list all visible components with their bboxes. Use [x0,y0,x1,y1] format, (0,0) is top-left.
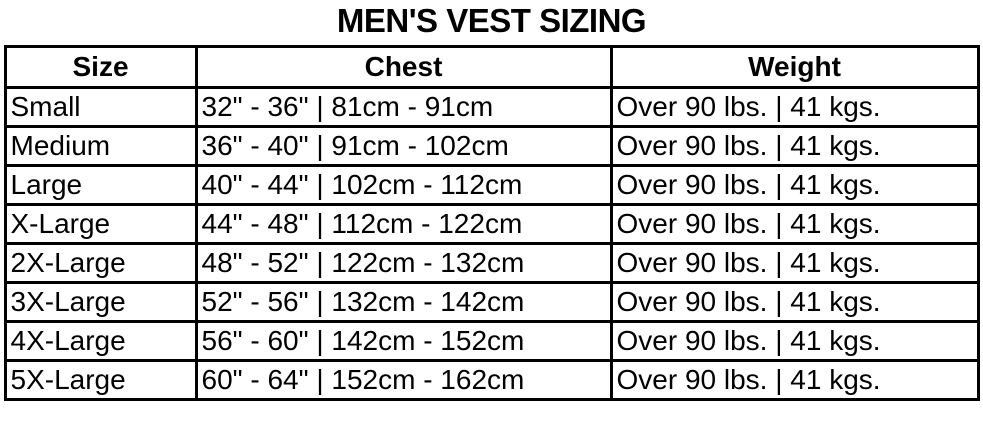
table-row: 5X-Large 60" - 64" | 152cm - 162cm Over … [3,359,980,402]
table-row: 2X-Large 48" - 52" | 122cm - 132cm Over … [3,242,980,285]
table-row: 3X-Large 52" - 56" | 132cm - 142cm Over … [3,281,980,324]
table-row: Medium 36" - 40" | 91cm - 102cm Over 90 … [3,125,980,168]
weight-cell: Over 90 lbs. | 41 kgs. [609,281,980,324]
size-cell: Large [3,164,198,207]
size-cell: Medium [3,125,198,168]
weight-cell: Over 90 lbs. | 41 kgs. [609,242,980,285]
chest-cell: 60" - 64" | 152cm - 162cm [194,359,613,402]
size-cell: 3X-Large [3,281,198,324]
page-title: MEN'S VEST SIZING [336,2,647,39]
weight-cell: Over 90 lbs. | 41 kgs. [609,125,980,168]
weight-cell: Over 90 lbs. | 41 kgs. [609,359,980,402]
table-row: Large 40" - 44" | 102cm - 112cm Over 90 … [3,164,980,207]
table-row: X-Large 44" - 48" | 112cm - 122cm Over 9… [3,203,980,246]
table-row: 4X-Large 56" - 60" | 142cm - 152cm Over … [3,320,980,363]
sizing-table: Size Chest Weight Small 32" - 36" | 81cm… [3,45,980,402]
chest-cell: 48" - 52" | 122cm - 132cm [194,242,613,285]
size-cell: 2X-Large [3,242,198,285]
chest-cell: 44" - 48" | 112cm - 122cm [194,203,613,246]
column-header-weight: Weight [609,45,980,90]
weight-cell: Over 90 lbs. | 41 kgs. [609,203,980,246]
header-row: Size Chest Weight [3,45,980,90]
chest-cell: 32" - 36" | 81cm - 91cm [194,86,613,129]
size-cell: Small [3,86,198,129]
chest-cell: 36" - 40" | 91cm - 102cm [194,125,613,168]
size-cell: 5X-Large [3,359,198,402]
chest-cell: 40" - 44" | 102cm - 112cm [194,164,613,207]
weight-cell: Over 90 lbs. | 41 kgs. [609,320,980,363]
table-row: Small 32" - 36" | 81cm - 91cm Over 90 lb… [3,86,980,129]
column-header-size: Size [3,45,198,90]
size-cell: X-Large [3,203,198,246]
column-header-chest: Chest [194,45,613,90]
weight-cell: Over 90 lbs. | 41 kgs. [609,86,980,129]
chest-cell: 52" - 56" | 132cm - 142cm [194,281,613,324]
weight-cell: Over 90 lbs. | 41 kgs. [609,164,980,207]
chest-cell: 56" - 60" | 142cm - 152cm [194,320,613,363]
size-cell: 4X-Large [3,320,198,363]
